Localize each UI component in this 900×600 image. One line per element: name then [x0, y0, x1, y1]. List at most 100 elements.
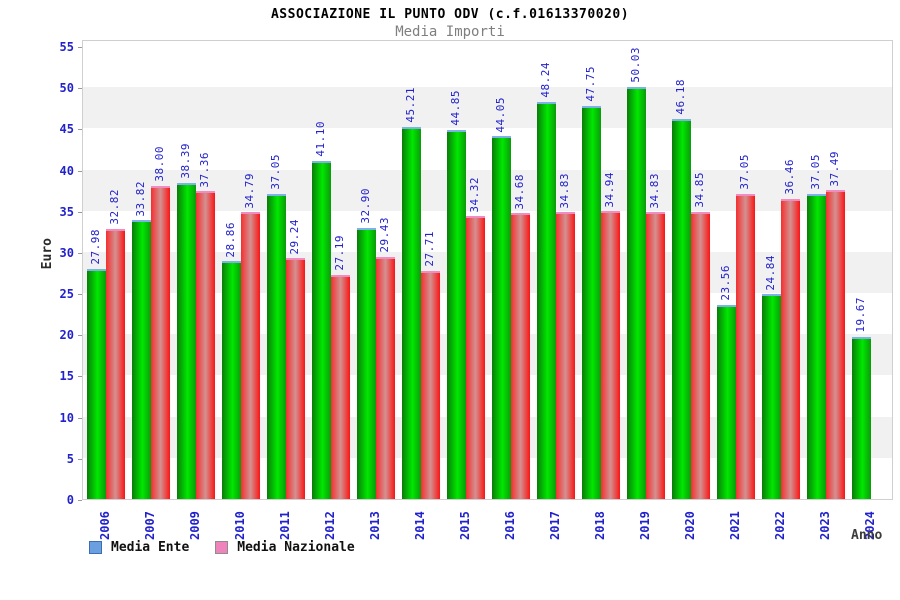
bar-value-label: 37.36 — [197, 151, 211, 188]
bar-media-nazionale-2010 — [240, 212, 260, 499]
bar-media-nazionale-2012 — [330, 275, 350, 499]
year-group-2013: 32.90 29.43 — [353, 41, 398, 499]
bar-media-ente-2006 — [86, 268, 106, 499]
y-tick-mark — [78, 417, 82, 419]
x-tick-label-2017: 2017 — [548, 511, 563, 540]
legend-label-media-ente: Media Ente — [111, 540, 190, 555]
y-tick-label: 10 — [59, 410, 74, 425]
bar-value-label: 19.67 — [854, 297, 868, 333]
bar-media-nazionale-2015 — [465, 216, 485, 499]
x-tick-label-2023: 2023 — [818, 511, 833, 540]
legend: Media Ente Media Nazionale — [89, 540, 355, 555]
y-tick-label: 30 — [59, 245, 74, 260]
bar-value-label: 44.05 — [494, 96, 508, 133]
bar-media-ente-2007 — [131, 220, 151, 499]
year-group-2015: 44.85 34.32 — [443, 41, 488, 499]
y-tick-mark — [78, 458, 82, 460]
y-tick-mark — [78, 376, 82, 378]
y-tick-label: 40 — [59, 163, 74, 178]
bar-media-nazionale-2017 — [556, 212, 576, 499]
bar-value-label: 37.05 — [268, 154, 282, 190]
x-tick-label-2019: 2019 — [638, 511, 653, 540]
x-tick-label-2013: 2013 — [367, 511, 382, 540]
bar-value-label: 34.32 — [467, 176, 481, 213]
bar-media-nazionale-2011 — [285, 258, 305, 499]
y-tick-label: 50 — [59, 81, 74, 96]
x-tick-label-2021: 2021 — [728, 511, 743, 540]
year-group-2021: 23.56 37.05 — [714, 41, 759, 499]
y-tick-mark — [78, 88, 82, 90]
x-tick-label-2022: 2022 — [773, 511, 788, 540]
bar-media-ente-2013 — [356, 228, 376, 499]
bar-value-label: 34.83 — [648, 172, 662, 209]
year-group-2020: 46.18 34.85 — [669, 41, 714, 499]
x-tick-label-2012: 2012 — [322, 511, 337, 540]
grid-band — [83, 87, 892, 129]
year-group-2006: 27.98 32.82 — [83, 41, 128, 499]
bar-value-label: 48.24 — [539, 62, 553, 98]
bar-value-label: 38.00 — [152, 146, 166, 183]
y-tick-mark — [78, 252, 82, 254]
y-tick-label: 45 — [59, 122, 74, 137]
bar-media-nazionale-2018 — [601, 211, 621, 499]
bar-value-label: 44.85 — [448, 89, 462, 126]
x-tick-label-2007: 2007 — [142, 511, 157, 540]
bar-media-ente-2020 — [672, 118, 692, 499]
bar-media-ente-2012 — [311, 160, 331, 499]
bar-value-label: 38.39 — [178, 143, 192, 179]
grid-band — [83, 334, 892, 376]
chart-title: ASSOCIAZIONE IL PUNTO ODV (c.f.016133700… — [270, 7, 630, 22]
x-tick-label-2011: 2011 — [277, 511, 292, 540]
bar-value-label: 34.79 — [242, 172, 256, 209]
bar-media-ente-2021 — [717, 304, 737, 499]
y-tick-mark — [78, 129, 82, 131]
bar-media-ente-2009 — [176, 182, 196, 499]
bar-value-label: 27.19 — [332, 235, 346, 272]
year-group-2011: 37.05 29.24 — [263, 41, 308, 499]
x-tick-label-2020: 2020 — [683, 511, 698, 540]
bar-value-label: 28.86 — [223, 221, 237, 258]
year-group-2016: 44.05 34.68 — [489, 41, 534, 499]
bar-value-label: 34.83 — [558, 172, 572, 209]
bar-media-ente-2016 — [492, 136, 512, 499]
bar-media-nazionale-2013 — [375, 256, 395, 499]
bar-media-ente-2017 — [537, 101, 557, 499]
year-group-2017: 48.24 34.83 — [534, 41, 579, 499]
legend-item-media-ente: Media Ente — [89, 540, 189, 555]
bar-media-nazionale-2019 — [646, 212, 666, 499]
bar-media-nazionale-2009 — [195, 191, 215, 499]
x-tick-label-2018: 2018 — [593, 511, 608, 540]
bar-value-label: 29.43 — [377, 216, 391, 253]
bar-media-nazionale-2022 — [781, 198, 801, 499]
bar-value-label: 27.98 — [88, 228, 102, 265]
grid-band — [83, 416, 892, 458]
year-group-2019: 50.03 34.83 — [624, 41, 669, 499]
bar-value-label: 27.71 — [422, 231, 436, 267]
bar-value-label: 37.49 — [828, 150, 842, 187]
bar-media-nazionale-2021 — [736, 193, 756, 499]
bar-media-ente-2018 — [582, 105, 602, 499]
y-tick-mark — [78, 335, 82, 337]
bar-media-nazionale-2016 — [511, 213, 531, 499]
year-group-2022: 24.84 36.46 — [759, 41, 804, 499]
legend-swatch-media-nazionale — [215, 541, 229, 554]
bar-media-ente-2024 — [852, 337, 872, 499]
year-group-2012: 41.10 27.19 — [308, 41, 353, 499]
y-tick-mark — [78, 500, 82, 501]
x-tick-label-2006: 2006 — [97, 511, 112, 540]
bar-value-label: 37.05 — [809, 154, 823, 190]
year-group-2018: 47.75 34.94 — [579, 41, 624, 499]
legend-item-media-nazionale: Media Nazionale — [215, 540, 355, 555]
y-tick-mark — [78, 47, 82, 48]
year-group-2023: 37.05 37.49 — [804, 41, 849, 499]
bar-value-label: 34.85 — [693, 172, 707, 208]
bar-media-ente-2011 — [266, 193, 286, 499]
bar-value-label: 37.05 — [738, 154, 752, 190]
bar-media-nazionale-2007 — [150, 186, 170, 499]
y-tick-label: 15 — [59, 369, 74, 384]
bar-value-label: 23.56 — [719, 265, 733, 301]
bar-value-label: 29.24 — [287, 218, 301, 255]
year-group-2010: 28.86 34.79 — [218, 41, 263, 499]
x-tick-label-2009: 2009 — [187, 511, 202, 540]
